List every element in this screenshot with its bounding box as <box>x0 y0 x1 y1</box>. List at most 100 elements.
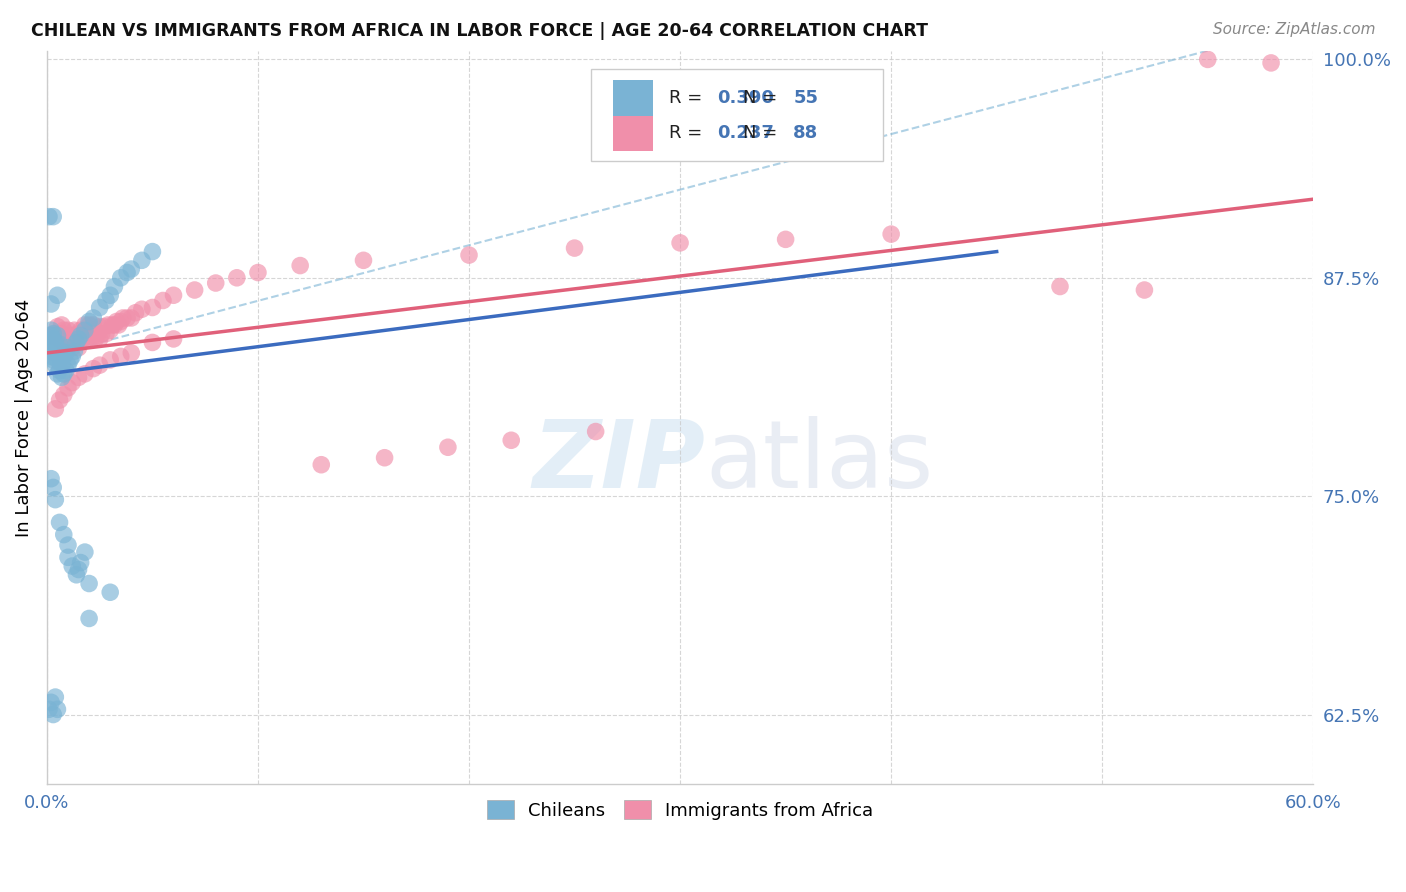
Point <box>42 352 65 367</box>
Text: ZIP: ZIP <box>533 416 706 508</box>
Point <box>67 332 90 346</box>
Point <box>101 318 124 332</box>
Point <box>98 585 121 599</box>
Point <box>82 318 104 332</box>
Point <box>60 328 83 343</box>
Point <box>311 458 333 472</box>
Point <box>89 301 111 315</box>
Point <box>63 323 86 337</box>
Point <box>38 210 60 224</box>
Point <box>69 556 91 570</box>
Point <box>76 332 98 346</box>
Point <box>353 253 375 268</box>
Point <box>1260 56 1282 70</box>
Point <box>60 341 83 355</box>
Point <box>89 358 111 372</box>
Point <box>94 326 117 341</box>
Point <box>111 310 134 325</box>
Text: R =: R = <box>669 89 707 107</box>
Point <box>72 332 94 346</box>
Point <box>56 341 79 355</box>
Point <box>120 262 142 277</box>
Point <box>77 328 100 343</box>
Point <box>56 335 79 350</box>
Point <box>39 328 62 343</box>
Point <box>437 440 460 454</box>
Point <box>55 332 77 346</box>
Point <box>89 319 111 334</box>
Point <box>1049 279 1071 293</box>
Point <box>51 318 73 332</box>
Text: N =: N = <box>742 125 783 143</box>
Point <box>84 332 107 346</box>
Point <box>162 332 184 346</box>
Point <box>38 344 60 359</box>
Point <box>60 350 83 364</box>
Text: N =: N = <box>742 89 783 107</box>
Point <box>90 326 112 341</box>
Point <box>63 344 86 359</box>
Point <box>39 328 62 343</box>
Point <box>564 241 586 255</box>
Point <box>51 344 73 359</box>
Point <box>44 690 66 704</box>
Legend: Chileans, Immigrants from Africa: Chileans, Immigrants from Africa <box>479 793 880 827</box>
Point <box>51 370 73 384</box>
Point <box>59 332 82 346</box>
Point <box>669 235 692 250</box>
Point <box>65 332 87 346</box>
Point <box>56 323 79 337</box>
Point <box>63 335 86 350</box>
FancyBboxPatch shape <box>592 69 883 161</box>
Point <box>73 318 96 332</box>
Point <box>51 326 73 341</box>
Point <box>77 576 100 591</box>
Point <box>246 266 269 280</box>
Point <box>52 350 75 364</box>
Point <box>42 332 65 346</box>
Point <box>141 301 163 315</box>
Point <box>124 306 146 320</box>
Point <box>56 381 79 395</box>
Point <box>44 326 66 341</box>
Point <box>55 363 77 377</box>
Point <box>42 707 65 722</box>
Text: 0.237: 0.237 <box>717 125 773 143</box>
Point <box>65 567 87 582</box>
Point <box>80 332 103 346</box>
Point <box>98 323 121 337</box>
Point <box>52 527 75 541</box>
Point <box>107 318 129 332</box>
Point <box>56 550 79 565</box>
Point <box>55 346 77 360</box>
Point <box>98 288 121 302</box>
Point <box>52 335 75 350</box>
Point <box>115 266 138 280</box>
Point <box>204 276 226 290</box>
Point <box>288 259 311 273</box>
Text: R =: R = <box>669 125 707 143</box>
Point <box>52 367 75 381</box>
Y-axis label: In Labor Force | Age 20-64: In Labor Force | Age 20-64 <box>15 299 32 537</box>
Point <box>880 227 903 241</box>
Point <box>775 232 797 246</box>
Point <box>44 346 66 360</box>
Point <box>120 310 142 325</box>
Point <box>48 350 70 364</box>
Point <box>51 358 73 372</box>
Point <box>225 270 247 285</box>
Bar <box>613 116 654 151</box>
Point <box>67 563 90 577</box>
Point <box>48 363 70 377</box>
Point <box>1197 53 1219 67</box>
Point <box>39 323 62 337</box>
Text: CHILEAN VS IMMIGRANTS FROM AFRICA IN LABOR FORCE | AGE 20-64 CORRELATION CHART: CHILEAN VS IMMIGRANTS FROM AFRICA IN LAB… <box>31 22 928 40</box>
Point <box>141 244 163 259</box>
Point <box>89 332 111 346</box>
Point <box>42 335 65 350</box>
Point <box>183 283 205 297</box>
Point <box>65 335 87 350</box>
Point <box>42 210 65 224</box>
Point <box>110 270 132 285</box>
Point <box>48 332 70 346</box>
